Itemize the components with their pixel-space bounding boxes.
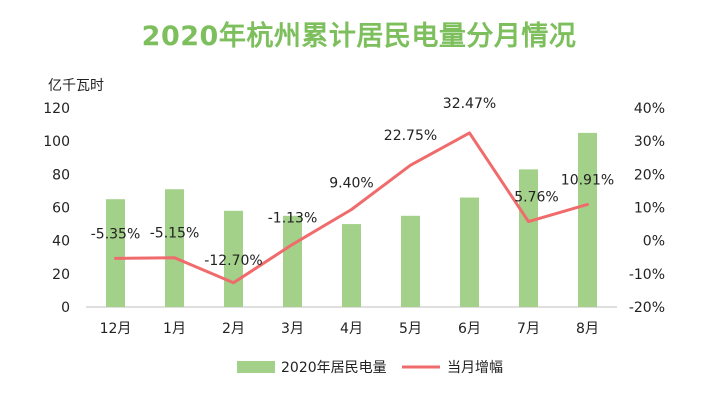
y-left-tick-label: 80 [52,167,70,183]
point-label: -1.13% [268,210,318,226]
y-right-tick-label: 40% [634,101,665,117]
x-tick-label: 7月 [517,321,540,337]
legend-bar-label: 2020年居民电量 [281,360,387,376]
bar [283,215,302,307]
bar [342,224,361,307]
bar [106,199,125,307]
y-left-tick-label: 20 [52,267,70,283]
x-ticks: 12月 1月 2月 3月 4月 5月 6月 7月 8月 [100,321,599,337]
x-tick-label: 3月 [281,321,304,337]
y-left-tick-label: 100 [43,134,70,150]
x-tick-label: 2月 [222,321,245,337]
x-tick-label: 6月 [458,321,481,337]
line-series [114,131,589,285]
y-right-tick-label: 20% [634,167,665,183]
chart-title: 2020年杭州累计居民电量分月情况 [141,21,577,52]
y-right-tick-label: -20% [629,300,665,316]
bar [401,215,420,307]
y-left-ticks: 0 20 40 60 80 100 120 [43,101,70,316]
point-label: 22.75% [384,128,437,144]
y-axis-label: 亿千瓦时 [48,78,104,94]
bar [578,132,597,307]
point-label: 10.91% [561,172,614,188]
bar [224,210,243,307]
bar-series [106,132,597,307]
x-tick-label: 1月 [163,321,186,337]
y-left-tick-label: 0 [61,300,70,316]
y-right-tick-label: 10% [634,201,665,217]
y-right-tick-label: 0% [643,234,665,250]
x-tick-label: 8月 [576,321,599,337]
x-tick-label: 4月 [340,321,363,337]
x-tick-label: 5月 [399,321,422,337]
y-left-tick-label: 60 [52,201,70,217]
point-label: 9.40% [329,175,373,191]
point-label: -5.35% [91,226,141,242]
point-label: 5.76% [514,190,558,206]
bar [460,197,479,307]
y-right-ticks: -20% -10% 0% 10% 20% 30% 40% [629,101,665,316]
y-right-tick-label: -10% [629,267,665,283]
y-left-tick-label: 120 [43,101,70,117]
point-label: 32.47% [443,96,496,112]
legend: 2020年居民电量 当月增幅 [237,360,503,376]
point-labels: -5.35% -5.15%-12.70% -1.13% 9.40% 22.75% 32.4… [91,96,614,269]
bar [165,189,184,307]
point-label: -5.15% [150,226,200,242]
legend-line-label: 当月增幅 [447,360,503,376]
growth-line [114,131,589,285]
bar [519,169,538,307]
y-right-tick-label: 30% [634,134,665,150]
x-tick-label: 12月 [100,321,132,337]
y-left-tick-label: 40 [52,234,70,250]
point-label: -12.70% [204,253,262,269]
legend-bar-swatch [237,361,275,373]
